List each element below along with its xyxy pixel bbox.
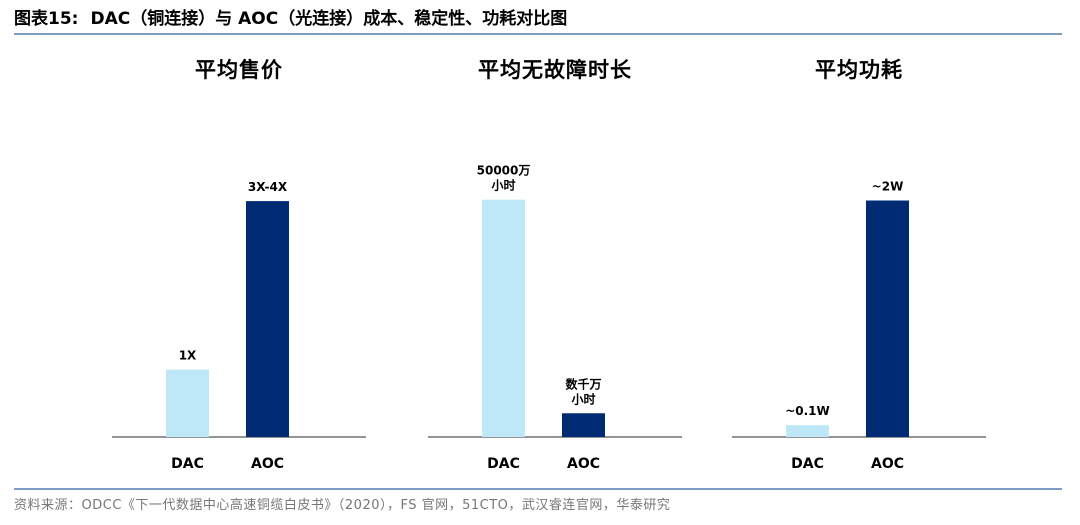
data-label-aoc: 数千万 — [565, 376, 601, 391]
category-label-dac: DAC — [487, 456, 520, 472]
data-label-aoc: ~2W — [872, 180, 904, 194]
data-label-dac: 1X — [179, 349, 197, 363]
figure-label: 图表15: — [14, 9, 79, 29]
chart-price-svg: 1X DAC 3X-4X AOC — [112, 180, 366, 472]
data-label-aoc: 3X-4X — [248, 180, 288, 194]
chart-panel-price: 平均售价 1X DAC 3X-4X AOC — [112, 0, 366, 488]
chart-title-power: 平均功耗 — [815, 57, 903, 82]
chart-power-svg: ~0.1W DAC ~2W AOC — [732, 180, 986, 472]
top-rule — [14, 33, 1062, 35]
data-label-dac: ~0.1W — [785, 404, 830, 418]
chart-panel-mtbf: 平均无故障时长 50000万 小时 DAC 数千万 小时 AOC — [428, 0, 682, 488]
data-label-dac: 50000万 — [477, 164, 531, 178]
chart-title-price: 平均售价 — [195, 57, 283, 82]
bar-aoc — [246, 201, 289, 437]
data-label-aoc: 小时 — [571, 391, 595, 406]
category-label-dac: DAC — [171, 456, 204, 472]
chart-title-mtbf: 平均无故障时长 — [478, 57, 632, 82]
bar-dac — [166, 369, 209, 437]
figure-title: DAC（铜连接）与 AOC（光连接）成本、稳定性、功耗对比图 — [90, 9, 568, 29]
category-label-aoc: AOC — [871, 456, 904, 472]
category-label-aoc: AOC — [251, 456, 284, 472]
data-label-dac: 小时 — [491, 178, 515, 193]
bar-aoc — [562, 413, 605, 437]
chart-panel-power: 平均功耗 ~0.1W DAC ~2W AOC — [732, 0, 986, 488]
bar-aoc — [866, 200, 909, 437]
category-label-dac: DAC — [791, 456, 824, 472]
bar-dac — [482, 199, 525, 437]
bottom-rule — [14, 488, 1062, 490]
bar-dac — [786, 425, 829, 437]
figure-header: 图表15: DAC（铜连接）与 AOC（光连接）成本、稳定性、功耗对比图 — [14, 6, 1064, 32]
category-label-aoc: AOC — [567, 456, 600, 472]
source-note: 资料来源：ODCC《下一代数据中心高速铜缆白皮书》（2020），FS 官网，51… — [14, 498, 671, 513]
